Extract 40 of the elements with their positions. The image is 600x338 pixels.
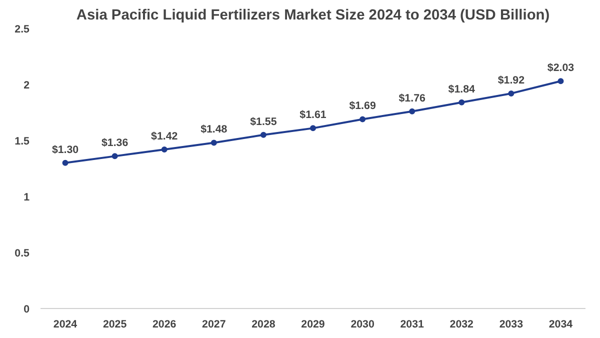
chart-title: Asia Pacific Liquid Fertilizers Market Size 2024 to 2034 (USD Billion)	[76, 8, 550, 24]
data-label: $1.42	[151, 130, 178, 142]
point	[260, 132, 266, 138]
x-tick-label: 2025	[102, 318, 127, 330]
point	[210, 140, 217, 146]
y-tick-label: 2.5	[14, 24, 30, 36]
y-tick-label: 1	[24, 192, 30, 204]
x-tick-label: 2028	[252, 318, 276, 330]
data-label: $1.76	[398, 92, 426, 104]
y-tick-label: 1.5	[14, 136, 30, 148]
data-label: $1.92	[498, 74, 525, 86]
y-tick-label: 0.5	[14, 248, 30, 260]
data-label: $1.55	[250, 116, 277, 128]
x-tick-label: 2024	[53, 318, 78, 330]
point	[409, 108, 416, 114]
y-tick-label: 2	[24, 80, 30, 92]
x-tick-label: 2027	[202, 318, 226, 330]
x-tick-label: 2034	[548, 318, 573, 330]
point	[310, 125, 316, 132]
point	[62, 160, 68, 166]
x-tick-label: 2032	[450, 318, 474, 330]
x-tick-label: 2026	[152, 318, 176, 330]
point	[360, 116, 366, 122]
y-tick-label: 0	[24, 304, 30, 316]
data-label: $1.69	[349, 100, 376, 112]
data-label: $1.36	[101, 137, 128, 150]
point	[508, 90, 514, 96]
data-label: $1.30	[52, 144, 79, 156]
point	[161, 146, 168, 152]
data-label: $1.48	[200, 124, 228, 136]
point	[558, 78, 564, 84]
point	[112, 153, 118, 160]
x-tick-label: 2033	[499, 318, 524, 330]
x-tick-label: 2029	[301, 318, 325, 330]
data-label: $1.84	[448, 83, 476, 96]
data-label: $2.03	[547, 62, 574, 74]
point	[458, 99, 465, 106]
x-tick-label: 2031	[400, 318, 424, 330]
data-label: $1.61	[300, 109, 326, 122]
x-tick-label: 2030	[350, 318, 374, 330]
